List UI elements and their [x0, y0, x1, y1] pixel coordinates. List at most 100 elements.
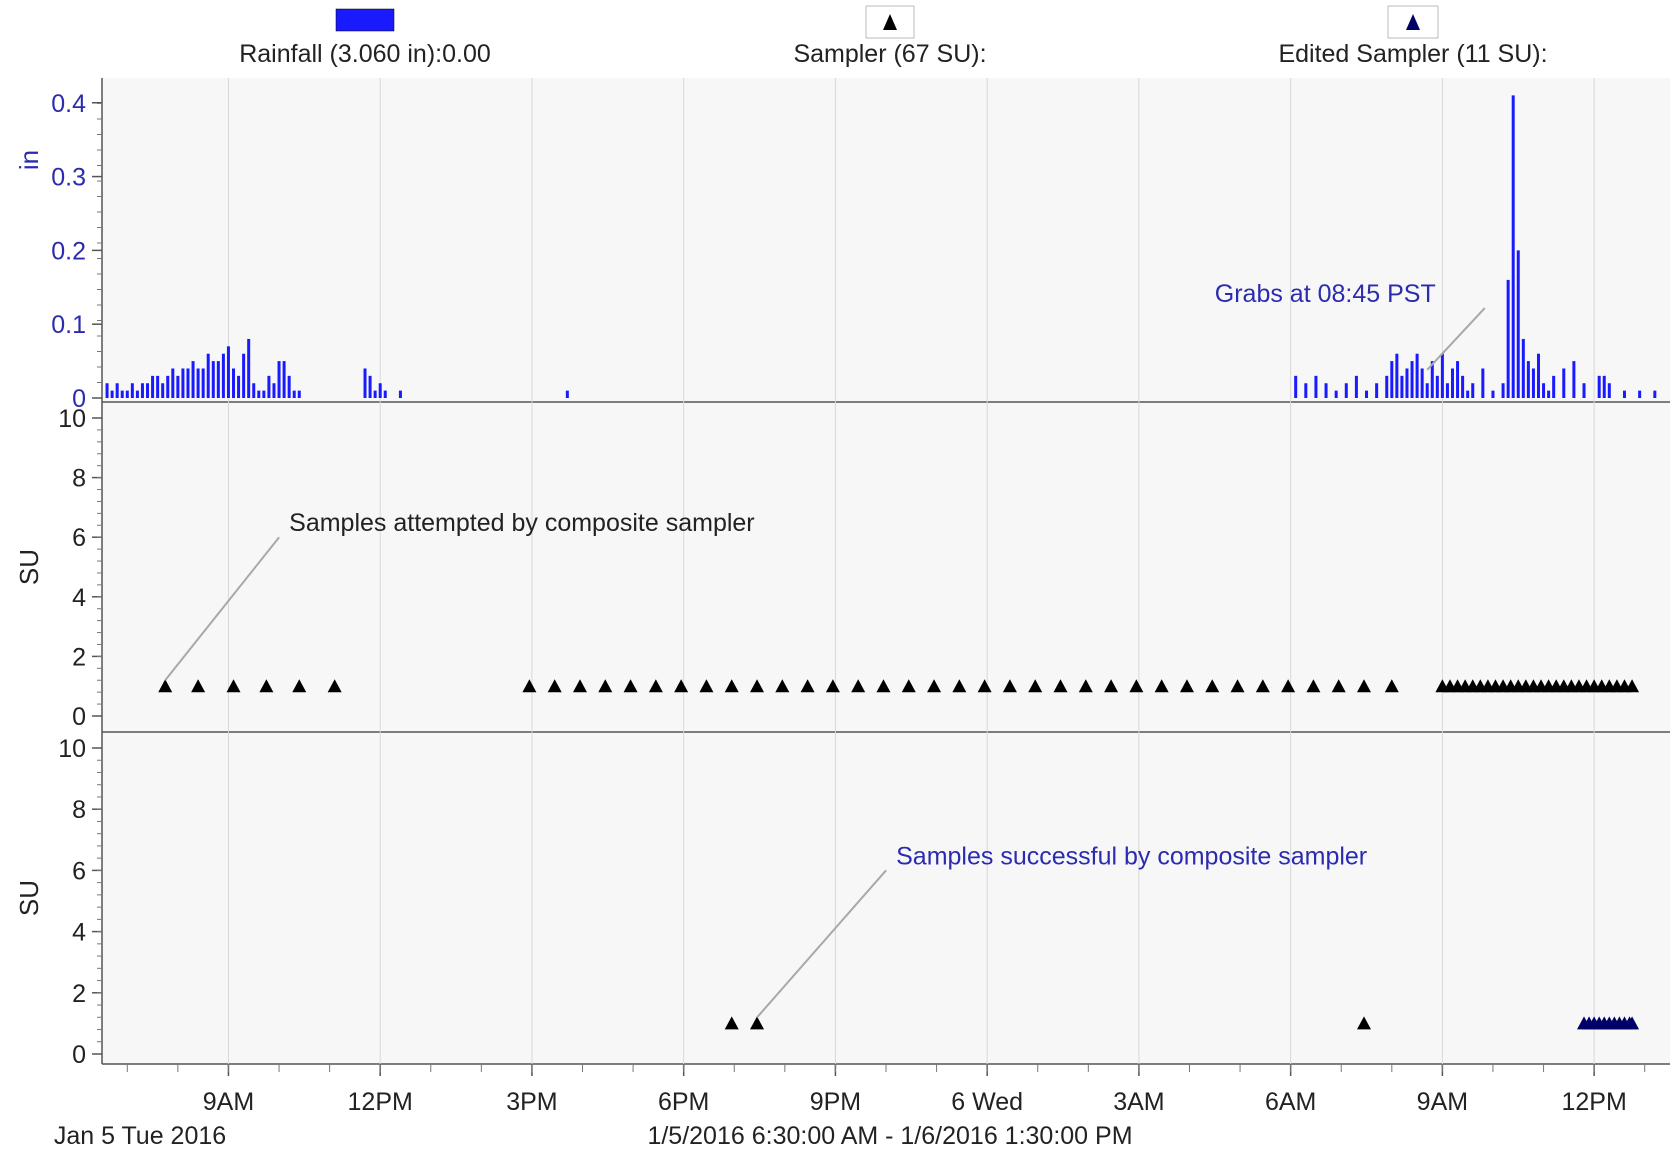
- annotations: Grabs at 08:45 PST Samples attempted by c…: [164, 280, 1486, 1019]
- sampler-marker: [724, 1016, 739, 1030]
- y-tick-label: 0.1: [51, 311, 86, 339]
- x-tick-label: 6PM: [658, 1088, 709, 1116]
- rainfall-bar: [237, 375, 241, 398]
- rainfall-bar: [181, 368, 185, 398]
- rainfall-bar: [1562, 368, 1566, 398]
- rainfall-bar: [105, 383, 109, 398]
- rainfall-bar: [156, 375, 160, 398]
- rainfall-bar: [272, 383, 276, 398]
- rainfall-bar: [140, 383, 144, 398]
- rainfall-bar: [1638, 390, 1642, 398]
- rainfall-bar: [1375, 383, 1379, 398]
- sampler-marker: [1002, 679, 1017, 693]
- y-tick-label: 10: [58, 735, 86, 763]
- rainfall-bar: [1354, 375, 1358, 398]
- rainfall-bar: [252, 383, 256, 398]
- sampler-marker: [901, 679, 916, 693]
- sampler-marker: [1205, 679, 1220, 693]
- rainfall-bar: [1607, 383, 1611, 398]
- sampler-marker: [1384, 679, 1399, 693]
- plot-background-bottom: [102, 732, 1670, 1064]
- rainfall-bar: [1552, 375, 1556, 398]
- sampler-marker: [674, 679, 689, 693]
- sampler-marker: [1255, 679, 1270, 693]
- rainfall-bar: [1526, 361, 1530, 398]
- sampler-marker: [1053, 679, 1068, 693]
- rainfall-bar: [383, 390, 387, 398]
- y-axis-label: in: [14, 150, 44, 170]
- sampler-marker: [1028, 679, 1043, 693]
- rainfall-bar: [135, 390, 139, 398]
- y-tick-label: 6: [72, 857, 86, 885]
- sampler-marker: [191, 679, 206, 693]
- legend-edited-triangle-icon: [1406, 14, 1420, 30]
- rainfall-bar: [297, 390, 301, 398]
- rainfall-bar: [1395, 353, 1399, 398]
- sampler-marker: [648, 679, 663, 693]
- rainfall-bar: [1314, 375, 1318, 398]
- rainfall-bar: [287, 375, 291, 398]
- rainfall-bar: [262, 390, 266, 398]
- rainfall-bar: [1461, 375, 1465, 398]
- sampler-marker: [927, 679, 942, 693]
- rainfall-bar: [232, 368, 236, 398]
- sampler-marker: [1078, 679, 1093, 693]
- sampler-marker: [800, 679, 815, 693]
- annotation-leader-line: [164, 536, 280, 681]
- plot-background-middle: [102, 402, 1670, 732]
- sampler-marker: [876, 679, 891, 693]
- sampler-marker: [1281, 679, 1296, 693]
- sampler-marker: [522, 679, 537, 693]
- vertical-gridlines: [227, 78, 1595, 1064]
- rainfall-bar: [247, 338, 251, 398]
- annotation-label: Samples successful by composite sampler: [896, 842, 1367, 870]
- rainfall-bar: [1572, 361, 1576, 398]
- rainfall-bar: [186, 368, 190, 398]
- sampler-marker: [952, 679, 967, 693]
- edited-sampler-marker: [1625, 1016, 1640, 1030]
- rainfall-bar: [120, 390, 124, 398]
- rainfall-bar: [1324, 383, 1328, 398]
- sampler-marker: [851, 679, 866, 693]
- rainfall-bar: [1547, 390, 1551, 398]
- rainfall-bar: [1400, 375, 1404, 398]
- y-tick-label: 2: [72, 643, 86, 671]
- y-tick-label: 4: [72, 584, 86, 612]
- rainfall-bar: [1294, 375, 1298, 398]
- y-tick-label: 8: [72, 796, 86, 824]
- rainfall-bar: [130, 383, 134, 398]
- rainfall-bar: [1521, 338, 1525, 398]
- rainfall-bar: [1440, 353, 1444, 398]
- sampler-marker: [572, 679, 587, 693]
- y-tick-label: 0: [72, 385, 86, 413]
- x-tick-label: 9PM: [810, 1088, 861, 1116]
- rainfall-bar: [1506, 279, 1510, 398]
- rainfall-bar: [398, 390, 402, 398]
- sampler-marker: [1331, 679, 1346, 693]
- x-start-label: Jan 5 Tue 2016: [54, 1122, 226, 1150]
- sampler-marker: [1356, 679, 1371, 693]
- x-tick-label: 9AM: [203, 1088, 254, 1116]
- rainfall-bar: [1471, 383, 1475, 398]
- rainfall-bar: [125, 390, 129, 398]
- rainfall-bar: [226, 346, 230, 398]
- legend-sampler-box: [865, 5, 915, 39]
- x-tick-label: 9AM: [1417, 1088, 1468, 1116]
- rainfall-bar: [1451, 368, 1455, 398]
- sampler-marker: [259, 679, 274, 693]
- rainfall-bar: [1481, 368, 1485, 398]
- x-tick-label: 12PM: [1561, 1088, 1626, 1116]
- annotation-leader-line: [756, 869, 887, 1019]
- y-tick-label: 10: [58, 405, 86, 433]
- y-axes: 0 0.1 0.2 0.3 0.4 in 0 2 4 6 8 10 SU 0 2 4 6 8 10 SU: [14, 90, 102, 1069]
- sampler-marker: [750, 679, 765, 693]
- sampler-marker: [1154, 679, 1169, 693]
- rainfall-bar: [1466, 390, 1470, 398]
- sampler-marker: [699, 679, 714, 693]
- sampler-marker: [1129, 679, 1144, 693]
- y-tick-label: 0: [72, 1041, 86, 1069]
- rainfall-bar: [1385, 375, 1389, 398]
- annotation-leader-line: [1426, 307, 1486, 371]
- rainfall-bar: [1415, 353, 1419, 398]
